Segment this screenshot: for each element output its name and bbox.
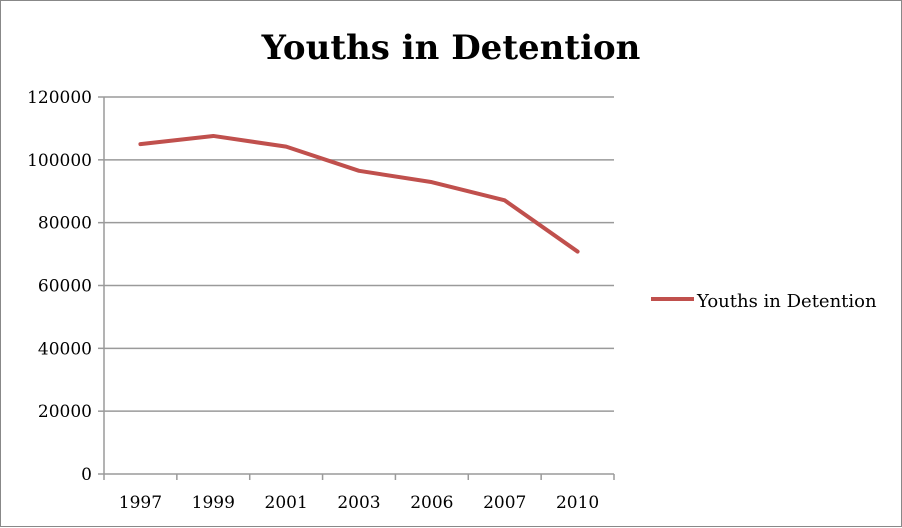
x-tick-label: 2003: [337, 493, 380, 513]
y-tick-label: 20000: [38, 402, 92, 422]
series-line: [140, 136, 577, 252]
x-tick-label: 1999: [192, 493, 235, 513]
x-tick-label: 2006: [410, 493, 453, 513]
y-tick-label: 120000: [27, 88, 92, 108]
legend-label: Youths in Detention: [696, 291, 877, 312]
y-tick-label: 40000: [38, 339, 92, 359]
x-tick-label: 1997: [119, 493, 162, 513]
x-tick-label: 2001: [265, 493, 308, 513]
chart-title: Youths in Detention: [261, 28, 641, 68]
y-tick-label: 100000: [27, 151, 92, 171]
x-tick-label: 2007: [483, 493, 526, 513]
y-tick-label: 80000: [38, 214, 92, 234]
legend: Youths in Detention: [651, 291, 877, 312]
y-tick-label: 60000: [38, 277, 92, 297]
x-tick-label: 2010: [556, 493, 599, 513]
y-tick-label: 0: [81, 465, 92, 485]
